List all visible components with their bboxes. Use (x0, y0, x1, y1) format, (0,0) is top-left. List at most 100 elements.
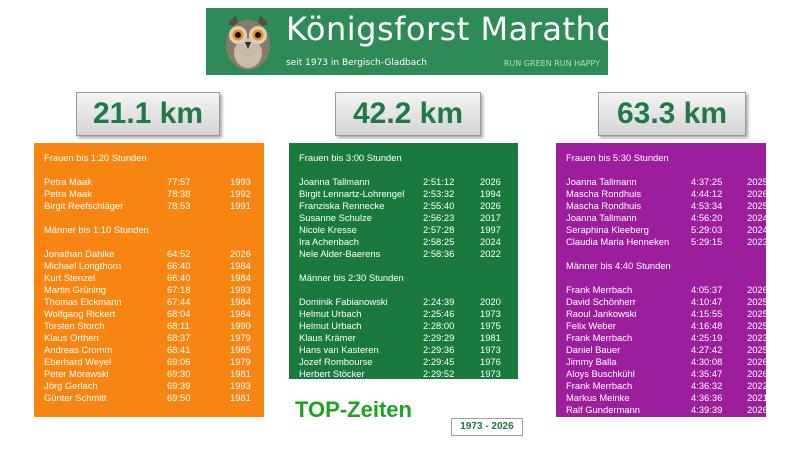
race-year: 1990 (230, 320, 251, 331)
race-year: 1993 (230, 176, 251, 187)
athlete-name: Thomas Eickmann (44, 296, 122, 307)
finish-time: 4:27:42 (691, 344, 723, 355)
athlete-name: Dominik Fabianowski (299, 296, 388, 307)
finish-time: 2:58:36 (423, 248, 455, 259)
result-row: Daniel Bauer 4:27:42 2025 (566, 344, 768, 356)
athlete-name: Aloys Buschkühl (566, 368, 635, 379)
result-row: Eberhard Weyel 69:06 1979 (44, 356, 264, 368)
athlete-name: Klaus Orthen (44, 332, 99, 343)
athlete-name: Susanne Schulze (299, 212, 372, 223)
result-row: Felix Weber 4:16:48 2025 (566, 320, 768, 332)
top-times-title: TOP-Zeiten (295, 397, 412, 422)
race-year: 2026 (230, 248, 251, 259)
athlete-name: Claudia Maria Henneken (566, 236, 670, 247)
finish-time: 68:41 (167, 344, 191, 355)
race-year: 1981 (480, 332, 501, 343)
finish-time: 78:53 (167, 200, 191, 211)
finish-time: 5:29:03 (691, 224, 723, 235)
race-year: 1981 (230, 368, 251, 379)
race-year: 2025 (747, 200, 768, 211)
finish-time: 4:36:36 (691, 392, 723, 403)
banner-subtitle: seit 1973 in Bergisch-Gladbach (286, 58, 427, 68)
athlete-name: Hans van Kasteren (299, 344, 379, 355)
finish-time: 2:55:40 (423, 200, 455, 211)
finish-time: 68:11 (167, 320, 190, 331)
result-row: Michael Longthorn 66:40 1984 (44, 260, 264, 272)
race-year: 1993 (230, 284, 251, 295)
athlete-name: Helmut Urbach (299, 308, 362, 319)
athlete-name: Frank Merrbach (566, 332, 633, 343)
result-row: Franziska Rennecke 2:55:40 2026 (299, 200, 518, 212)
finish-time: 69:50 (167, 392, 191, 403)
men-header: Männer bis 4:40 Stunden (566, 260, 671, 271)
result-row: Frank Merrbach 4:25:19 2023 (566, 332, 768, 344)
athlete-name: Günter Schmitt (44, 392, 107, 403)
race-year: 2025 (747, 176, 768, 187)
race-year: 1985 (230, 344, 251, 355)
race-year: 1997 (480, 224, 501, 235)
finish-time: 4:36:32 (691, 380, 723, 391)
athlete-name: Eberhard Weyel (44, 356, 112, 367)
athlete-name: Frank Merrbach (566, 284, 633, 295)
result-row: Raoul Jankowski 4:15:55 2025 (566, 308, 768, 320)
finish-time: 4:15:55 (691, 308, 723, 319)
athlete-name: Petra Maak (44, 188, 92, 199)
athlete-name: Birgit Reefschläger (44, 200, 124, 211)
result-row: Helmut Urbach 2:25:46 1973 (299, 308, 518, 320)
finish-time: 4:10:47 (691, 296, 723, 307)
finish-time: 2:29:45 (423, 356, 455, 367)
race-year: 1973 (480, 344, 501, 355)
distance-label-half: 21.1 km (76, 92, 220, 136)
race-year: 2021 (747, 392, 768, 403)
result-row: Jimmy Balla 4:30:08 2026 (566, 356, 768, 368)
race-year: 1973 (480, 368, 501, 379)
finish-time: 5:29:15 (691, 236, 723, 247)
finish-time: 66:40 (167, 272, 191, 283)
race-year: 1981 (230, 392, 251, 403)
finish-time: 4:37:25 (691, 176, 723, 187)
result-row: Helmut Urbach 2:28:00 1975 (299, 320, 518, 332)
athlete-name: Jörg Gerlach (44, 380, 98, 391)
result-row: Joanna Tallmann 4:56:20 2024 (566, 212, 768, 224)
result-row: Jörg Gerlach 69:39 1993 (44, 380, 264, 392)
race-year: 2022 (747, 380, 768, 391)
result-row: Aloys Buschkühl 4:35:47 2026 (566, 368, 768, 380)
finish-time: 67:44 (167, 296, 191, 307)
race-year: 2026 (480, 176, 501, 187)
finish-time: 4:35:47 (691, 368, 723, 379)
women-header: Frauen bis 3:00 Stunden (299, 152, 402, 163)
result-row: Andreas Cromm 68:41 1985 (44, 344, 264, 356)
finish-time: 4:44:12 (691, 188, 723, 199)
finish-time: 2:56:23 (423, 212, 455, 223)
athlete-name: Raoul Jankowski (566, 308, 637, 319)
race-year: 2025 (747, 320, 768, 331)
athlete-name: Nicole Kresse (299, 224, 357, 235)
race-year: 2026 (747, 356, 768, 367)
ultra-marathon-panel: Frauen bis 5:30 Stunden Joanna Tallmann 4… (556, 143, 768, 417)
race-year: 2026 (747, 284, 768, 295)
race-year: 2026 (747, 188, 768, 199)
result-row: Thomas Eickmann 67:44 1984 (44, 296, 264, 308)
finish-time: 4:05:37 (691, 284, 723, 295)
athlete-name: Martin Grüning (44, 284, 107, 295)
marathon-panel: Frauen bis 3:00 Stunden Joanna Tallmann 2… (289, 143, 518, 379)
athlete-name: Joanna Tallmann (299, 176, 370, 187)
race-year: 2026 (480, 200, 501, 211)
athlete-name: Andreas Cromm (44, 344, 113, 355)
finish-time: 4:16:48 (691, 320, 723, 331)
result-row: Joanna Tallmann 4:37:25 2025 (566, 176, 768, 188)
result-row: Markus Meinke 4:36:36 2021 (566, 392, 768, 404)
result-row: Joanna Tallmann 2:51:12 2026 (299, 176, 518, 188)
athlete-name: Peter Morawski (44, 368, 109, 379)
finish-time: 2:51:12 (423, 176, 455, 187)
race-year: 1984 (230, 308, 251, 319)
result-row: Martin Grüning 67:18 1993 (44, 284, 264, 296)
finish-time: 2:24:39 (423, 296, 455, 307)
finish-time: 78:38 (167, 188, 191, 199)
athlete-name: Birgit Lennartz-Lohrengel (299, 188, 405, 199)
race-year: 2017 (480, 212, 501, 223)
finish-time: 67:18 (167, 284, 191, 295)
banner-title: Königsforst Marathon (286, 10, 638, 48)
owl-logo-icon (226, 15, 270, 70)
result-row: Nele Alder-Baerens 2:58:36 2022 (299, 248, 518, 260)
